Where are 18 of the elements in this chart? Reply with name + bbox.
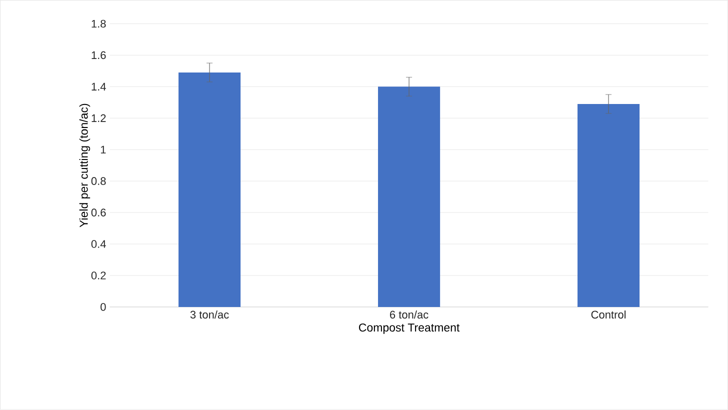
bar: [378, 86, 440, 308]
x-tick-label: 3 ton/ac: [190, 310, 229, 319]
y-tick-label: 0.8: [91, 177, 106, 186]
y-tick-label: 1.8: [92, 20, 106, 28]
bar: [178, 72, 241, 308]
y-tick-label: 1: [100, 146, 106, 154]
y-tick-label: 1.4: [92, 83, 106, 91]
y-tick-label: 0.4: [91, 240, 106, 248]
y-tick-label: 1.2: [92, 114, 106, 122]
y-tick-label: 0.6: [91, 208, 106, 217]
x-tick-label: Control: [591, 310, 626, 319]
bar: [578, 104, 640, 308]
y-axis-title: Yield per cutting (ton/ac): [79, 104, 90, 228]
x-axis-title: Compost Treatment: [358, 324, 460, 334]
x-tick-label: 6 ton/ac: [390, 310, 428, 319]
y-tick-label: 1.6: [92, 51, 106, 60]
y-tick-label: 0.2: [91, 272, 106, 280]
y-tick-label: 0: [100, 303, 106, 311]
